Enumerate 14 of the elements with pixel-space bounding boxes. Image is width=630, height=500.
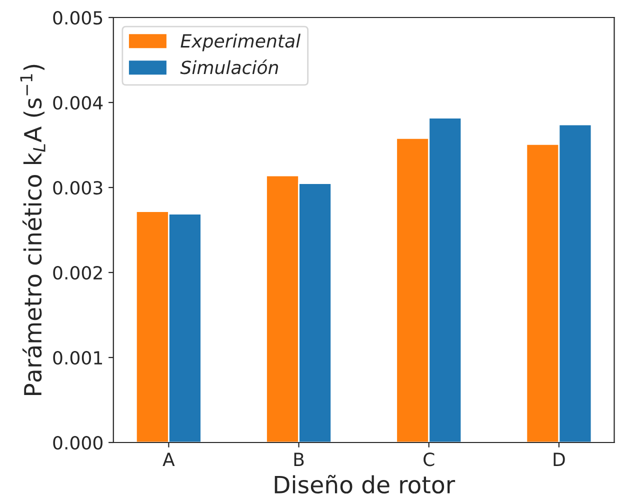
- y-tick-label: 0.002: [53, 266, 102, 280]
- legend-label: Experimental: [180, 34, 301, 52]
- legend-label: Simulación: [180, 60, 278, 74]
- y-tick-label: 0.004: [53, 96, 103, 110]
- y-tick-label: 0.001: [53, 350, 102, 365]
- x-tick-label: D: [554, 452, 565, 466]
- x-axis-title: Diseño de rotor: [274, 474, 456, 494]
- y-axis-title: Parámetro cinético k$_{L}$A (s$^{−1}$): [20, 64, 46, 395]
- y-tick-label: 0.003: [53, 180, 102, 195]
- y-tick-label: 0.000: [53, 436, 102, 450]
- x-tick-label: C: [424, 452, 434, 466]
- x-tick-label: A: [162, 452, 175, 466]
- y-tick-label: 0.005: [53, 10, 102, 25]
- x-tick-label: B: [294, 452, 304, 466]
